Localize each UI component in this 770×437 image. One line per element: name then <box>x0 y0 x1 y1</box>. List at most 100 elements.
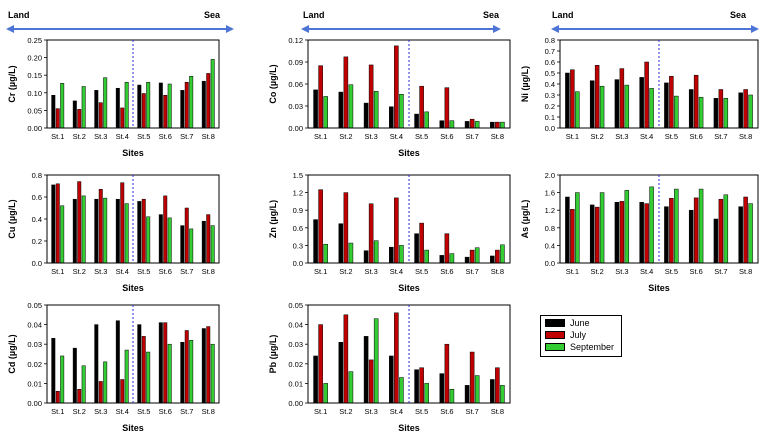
x-tick-label: St.2 <box>73 267 86 276</box>
bar-july <box>394 197 399 264</box>
bar-june <box>688 89 694 129</box>
x-tick-label: St.3 <box>364 407 377 416</box>
bar-september <box>103 77 108 129</box>
x-axis-label: Sites <box>398 283 420 293</box>
x-tick-label: St.4 <box>640 132 653 141</box>
bar-july <box>469 351 475 404</box>
bar-june <box>201 220 206 264</box>
bar-july <box>469 249 475 264</box>
bar-june <box>137 84 142 129</box>
chart-panel-as: 0.0 0.4 0.8 1.2 1.6 2.0 St.1 St.2 St.3 St.4 St.5 St… <box>520 171 759 293</box>
bar-september <box>449 253 455 264</box>
sea-label: Sea <box>730 10 747 20</box>
bar-june <box>664 82 669 129</box>
x-tick-label: St.6 <box>159 132 172 141</box>
y-tick-label: 0.9 <box>293 206 303 215</box>
bar-june <box>115 87 120 129</box>
bar-june <box>490 121 495 129</box>
arrow-head-right-icon <box>751 25 759 33</box>
bar-september <box>424 249 429 264</box>
bar-july <box>444 343 450 404</box>
x-tick-label: St.6 <box>159 267 172 276</box>
bar-june <box>614 202 620 264</box>
y-tick-label: 0.4 <box>545 80 555 89</box>
x-tick-label: St.7 <box>714 132 727 141</box>
chart-panel-ni: 0.0 0.1 0.2 0.3 0.4 0.5 0.6 0.7 0.8 St.1 St.2 St.3 S… <box>520 36 759 141</box>
bar-june <box>94 198 99 264</box>
y-tick-label: 0.04 <box>288 321 303 330</box>
bar-june <box>389 355 394 404</box>
legend: June July September <box>540 315 622 357</box>
bar-september <box>748 94 753 129</box>
banner-right: Land Sea <box>551 10 759 33</box>
bar-september <box>323 383 328 404</box>
x-tick-label: St.1 <box>51 267 64 276</box>
bar-june <box>589 204 595 264</box>
x-tick-label: St.8 <box>202 132 215 141</box>
x-axis-label: Sites <box>648 283 670 293</box>
bar-june <box>639 202 644 264</box>
legend-item-september: September <box>545 341 621 352</box>
y-axis-label: Pb (µg/L) <box>268 335 278 374</box>
y-tick-label: 0.09 <box>288 58 303 67</box>
x-tick-label: St.1 <box>566 267 579 276</box>
x-tick-label: St.4 <box>390 407 403 416</box>
y-tick-label: 0.12 <box>288 36 303 45</box>
bar-july <box>55 390 60 404</box>
x-tick-label: St.1 <box>314 132 327 141</box>
bar-june <box>464 256 470 264</box>
land-sea-banner: Land Sea Land Sea Land Sea <box>6 10 759 33</box>
arrow-head-left-icon <box>301 25 309 33</box>
bar-september <box>167 83 172 129</box>
bar-july <box>77 181 82 264</box>
y-axis-label: As (µg/L) <box>520 200 530 239</box>
bar-june <box>313 355 318 404</box>
y-tick-label: 0.0 <box>293 259 303 268</box>
bar-september <box>698 188 704 264</box>
x-axis-label: Sites <box>122 148 144 158</box>
bar-september <box>210 225 215 264</box>
x-tick-label: St.5 <box>137 132 150 141</box>
bar-september <box>424 383 429 404</box>
x-tick-label: St.7 <box>180 267 193 276</box>
bar-june <box>313 219 318 264</box>
bar-july <box>206 326 211 404</box>
bar-september <box>348 84 354 129</box>
y-tick-label: 0.6 <box>32 193 42 202</box>
bar-june <box>180 90 185 129</box>
x-tick-label: St.4 <box>116 132 129 141</box>
bar-september <box>599 85 605 129</box>
x-tick-label: St.7 <box>180 407 193 416</box>
x-tick-label: St.3 <box>94 132 107 141</box>
bar-june <box>115 320 120 404</box>
y-tick-label: 0.0 <box>32 259 42 268</box>
bar-june <box>688 209 694 264</box>
bar-july <box>184 207 189 264</box>
y-tick-label: 0.03 <box>288 340 303 349</box>
bar-july <box>669 76 674 129</box>
legend-swatch <box>545 342 565 351</box>
x-tick-label: St.2 <box>73 407 86 416</box>
y-tick-label: 2.0 <box>545 171 555 180</box>
y-tick-label: 1.5 <box>293 171 303 180</box>
x-tick-label: St.2 <box>73 132 86 141</box>
bar-september <box>599 192 605 264</box>
bar-september <box>649 88 654 129</box>
bar-july <box>184 81 189 129</box>
bar-june <box>738 92 743 129</box>
bar-july <box>718 89 724 129</box>
bar-june <box>180 225 185 264</box>
bar-september <box>399 377 404 404</box>
x-tick-label: St.5 <box>137 407 150 416</box>
bar-july <box>120 182 125 264</box>
y-tick-label: 0.20 <box>27 54 42 63</box>
bar-september <box>189 228 194 264</box>
bar-june <box>313 89 318 129</box>
y-tick-label: 0.02 <box>288 360 303 369</box>
y-tick-label: 0.00 <box>27 124 42 133</box>
bar-july <box>570 209 575 264</box>
x-tick-label: St.7 <box>180 132 193 141</box>
x-tick-label: St.6 <box>689 132 702 141</box>
bar-june <box>363 250 369 264</box>
bar-july <box>141 93 146 129</box>
